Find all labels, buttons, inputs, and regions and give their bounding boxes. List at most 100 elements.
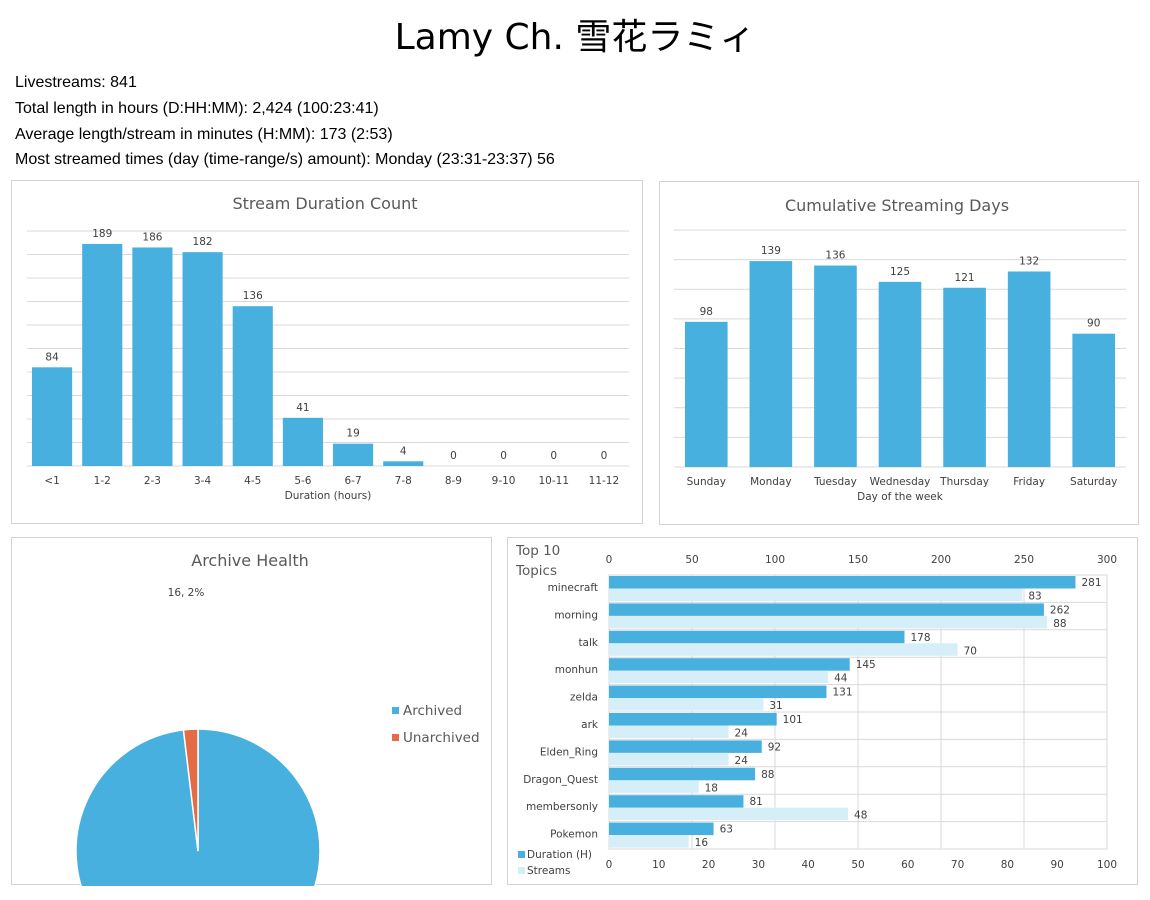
duration-chart: Stream Duration Count 84 <1 189 1-2 186 2-3 182… <box>27 194 629 502</box>
x-tick-3-4: 3-4 <box>194 475 211 487</box>
data-label-duration-Elden_Ring: 92 <box>768 741 781 753</box>
data-label-<1: 84 <box>45 351 59 363</box>
days-chart: Cumulative Streaming Days 98 Sunday 139 Mond… <box>674 196 1126 503</box>
x-tick-Saturday: Saturday <box>1070 476 1117 488</box>
bar-duration-Pokemon <box>609 822 714 836</box>
x-tick-7-8: 7-8 <box>395 475 412 487</box>
top-axis-tick-200: 200 <box>931 554 951 566</box>
stat-total-length: Total length in hours (D:HH:MM): 2,424 (… <box>15 100 379 117</box>
x-tick-8-9: 8-9 <box>445 475 462 487</box>
data-label-duration-morning: 262 <box>1050 604 1070 616</box>
data-label-streams-Dragon_Quest: 18 <box>705 782 718 794</box>
x-tick-6-7: 6-7 <box>345 475 362 487</box>
legend-swatch-Unarchived <box>392 734 399 741</box>
x-tick-9-10: 9-10 <box>492 475 516 487</box>
y-tick-ark: ark <box>581 719 599 731</box>
bar-1-2 <box>82 243 123 466</box>
y-tick-membersonly: membersonly <box>526 801 598 813</box>
bar-streams-monhun <box>609 670 829 684</box>
y-tick-Dragon_Quest: Dragon_Quest <box>523 774 598 786</box>
legend-label-Archived: Archived <box>403 703 462 719</box>
data-label-8-9: 0 <box>450 450 457 462</box>
chart-title-line1: Top 10 <box>515 543 560 559</box>
data-label-3-4: 182 <box>193 236 213 248</box>
legend-swatch-Duration (H) <box>518 851 525 858</box>
data-label-9-10: 0 <box>500 450 507 462</box>
bar-duration-zelda <box>609 685 827 699</box>
stat-livestreams: Livestreams: 841 <box>15 74 137 91</box>
bar-streams-minecraft <box>609 588 1023 601</box>
days-chart-panel: Cumulative Streaming Days 98 Sunday 139 Mond… <box>659 181 1139 525</box>
bar-duration-membersonly <box>609 795 744 808</box>
data-label-streams-Pokemon: 16 <box>695 837 709 849</box>
bottom-axis-tick-60: 60 <box>901 859 914 871</box>
bottom-axis-tick-70: 70 <box>951 859 964 871</box>
y-tick-morning: morning <box>554 609 598 621</box>
bar-<1 <box>32 367 73 466</box>
data-label-streams-minecraft: 83 <box>1028 591 1041 603</box>
x-tick-Sunday: Sunday <box>687 476 726 488</box>
bottom-axis-tick-20: 20 <box>702 859 715 871</box>
legend-label-Streams: Streams <box>527 865 570 877</box>
x-tick-10-11: 10-11 <box>538 475 569 487</box>
pie-slice-unarchived <box>182 728 199 852</box>
y-tick-monhun: monhun <box>555 664 598 676</box>
pie-label-unarchived: 16, 2% <box>168 587 205 599</box>
data-label-duration-membersonly: 81 <box>749 796 762 808</box>
data-label-streams-morning: 88 <box>1053 618 1066 630</box>
bottom-axis-tick-10: 10 <box>652 859 665 871</box>
data-label-Thursday: 121 <box>955 272 975 284</box>
data-label-duration-talk: 178 <box>910 632 930 644</box>
bottom-axis-tick-80: 80 <box>1001 859 1014 871</box>
data-label-Tuesday: 136 <box>825 250 845 262</box>
data-label-streams-Elden_Ring: 24 <box>735 755 749 767</box>
data-label-duration-monhun: 145 <box>856 659 876 671</box>
data-label-streams-talk: 70 <box>964 645 977 657</box>
top-axis-tick-300: 300 <box>1097 554 1117 566</box>
duration-chart-panel: Stream Duration Count 84 <1 189 1-2 186 2-3 182… <box>11 180 643 524</box>
data-label-Friday: 132 <box>1019 255 1039 267</box>
archive-chart-panel: Archive Health825, 98%16, 2%ArchivedUnar… <box>11 537 492 886</box>
x-tick-<1: <1 <box>44 475 59 487</box>
legend-swatch-Archived <box>392 707 399 714</box>
x-axis-title: Day of the week <box>857 491 944 503</box>
top-axis-tick-100: 100 <box>765 554 785 566</box>
x-tick-11-12: 11-12 <box>589 475 620 487</box>
x-tick-1-2: 1-2 <box>94 475 111 487</box>
bottom-axis-tick-90: 90 <box>1051 859 1064 871</box>
data-label-4-5: 136 <box>243 290 263 302</box>
bar-Friday <box>1007 271 1051 467</box>
bar-Sunday <box>684 321 728 467</box>
bar-duration-minecraft <box>609 576 1076 589</box>
top-axis-tick-0: 0 <box>606 554 613 566</box>
top-axis-tick-50: 50 <box>685 554 698 566</box>
data-label-1-2: 189 <box>92 228 112 240</box>
bottom-axis-tick-100: 100 <box>1097 859 1117 871</box>
bottom-axis-tick-50: 50 <box>851 859 864 871</box>
data-label-duration-ark: 101 <box>783 714 803 726</box>
data-label-Wednesday: 125 <box>890 266 910 278</box>
bar-2-3 <box>132 247 173 466</box>
bottom-axis-tick-0: 0 <box>606 859 613 871</box>
data-label-7-8: 4 <box>400 445 407 457</box>
data-label-duration-zelda: 131 <box>832 687 852 699</box>
chart-title: Archive Health <box>191 551 309 570</box>
bar-duration-talk <box>609 630 905 644</box>
x-tick-Monday: Monday <box>750 476 791 488</box>
bar-Monday <box>749 261 793 467</box>
x-tick-Wednesday: Wednesday <box>870 476 931 488</box>
data-label-duration-Dragon_Quest: 88 <box>761 769 774 781</box>
data-label-streams-membersonly: 48 <box>854 810 867 822</box>
bar-Wednesday <box>878 281 922 467</box>
chart-title: Stream Duration Count <box>232 194 417 213</box>
chart-title: Cumulative Streaming Days <box>785 196 1009 215</box>
data-label-streams-ark: 24 <box>735 728 749 740</box>
data-label-11-12: 0 <box>601 450 608 462</box>
y-tick-Elden_Ring: Elden_Ring <box>540 746 598 758</box>
bar-streams-ark <box>609 725 729 738</box>
data-label-Saturday: 90 <box>1087 318 1100 330</box>
bar-3-4 <box>182 252 223 466</box>
data-label-duration-minecraft: 281 <box>1081 577 1101 589</box>
legend-swatch-Streams <box>518 867 525 874</box>
data-label-duration-Pokemon: 63 <box>720 824 733 836</box>
